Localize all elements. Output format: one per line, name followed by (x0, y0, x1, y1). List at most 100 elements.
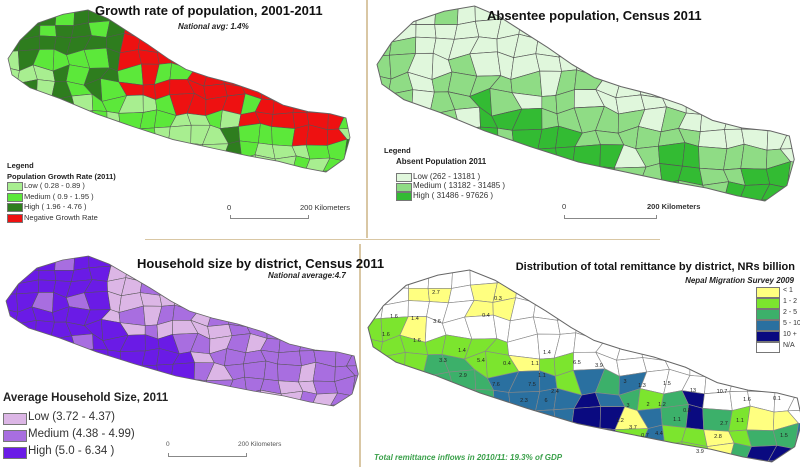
district (71, 139, 89, 161)
district-value-label: 0.4 (503, 361, 511, 367)
district (740, 168, 771, 186)
district (38, 256, 56, 271)
district (489, 198, 517, 201)
district (780, 89, 795, 112)
district (794, 368, 800, 397)
district (558, 35, 579, 58)
district (73, 256, 90, 271)
district (117, 142, 139, 163)
district (71, 110, 94, 131)
district (600, 282, 621, 304)
district (16, 279, 40, 295)
divider-horizontal (145, 239, 660, 240)
district (382, 425, 407, 450)
district (324, 97, 347, 114)
district (71, 362, 93, 378)
district (357, 462, 381, 467)
district-value-label: 7.6 (492, 382, 500, 388)
district (73, 10, 89, 26)
district (304, 170, 330, 173)
district (342, 52, 350, 69)
remittance-legend-swatch (756, 320, 780, 331)
district-value-label: 6.5 (573, 360, 581, 366)
district (717, 23, 751, 38)
district-value-label: 2.8 (714, 434, 722, 440)
district (276, 173, 294, 189)
district (203, 68, 225, 87)
district (704, 52, 729, 79)
district (366, 364, 386, 378)
household-legend-title: Average Household Size, 2011 (3, 392, 169, 404)
district (188, 35, 213, 56)
district (596, 54, 627, 79)
district (421, 406, 450, 427)
district (507, 427, 534, 451)
district (760, 6, 790, 26)
district (292, 97, 309, 113)
district (478, 126, 499, 151)
divider-vertical-bottom (359, 244, 361, 467)
district (742, 52, 768, 73)
district (37, 113, 58, 131)
district (377, 6, 390, 24)
district (168, 34, 194, 51)
district (309, 33, 331, 57)
district (170, 175, 186, 191)
growth-legend-swatch (7, 182, 23, 191)
district (137, 127, 157, 147)
district (299, 336, 316, 352)
household-map-title: Household size by district, Census 2011 (137, 256, 385, 271)
district (282, 407, 301, 422)
district (68, 158, 89, 173)
district (593, 440, 626, 462)
district (403, 373, 426, 397)
district (36, 351, 58, 369)
district (596, 317, 628, 342)
household-legend-swatch (3, 447, 27, 459)
district-value-label: 1.1 (538, 373, 546, 379)
district (491, 270, 519, 284)
district (86, 157, 102, 173)
district-value-label: 1.3 (638, 383, 646, 389)
district-value-label: 3 (626, 403, 630, 409)
district (787, 409, 800, 427)
district (258, 123, 273, 146)
district (377, 94, 397, 116)
district (454, 106, 481, 130)
district (468, 423, 487, 449)
district (717, 89, 745, 115)
district (575, 204, 595, 223)
district (573, 446, 606, 462)
district (746, 6, 769, 26)
district (386, 6, 417, 25)
district (100, 140, 123, 162)
district (346, 320, 359, 338)
district (571, 299, 605, 319)
district (706, 442, 735, 462)
district (367, 201, 391, 222)
district (718, 52, 747, 78)
district (678, 300, 711, 317)
district (322, 62, 344, 83)
district-value-label: 1.2 (658, 402, 666, 408)
district (272, 79, 298, 101)
district-value-label: 0.3 (494, 296, 502, 302)
district (469, 409, 495, 426)
district (346, 306, 359, 322)
district (240, 154, 260, 173)
district (260, 63, 278, 87)
district (747, 373, 776, 393)
district (638, 445, 666, 462)
district (213, 405, 232, 406)
district (346, 168, 350, 173)
district-value-label: 3.7 (629, 425, 637, 431)
district (434, 24, 458, 40)
remittance-legend-label: N/A (783, 342, 795, 350)
district (36, 130, 58, 143)
district (408, 287, 430, 302)
district (643, 34, 659, 55)
district (280, 390, 304, 406)
remittance-legend-label: 1 - 2 (783, 298, 798, 306)
district (350, 278, 359, 300)
district (293, 292, 318, 311)
